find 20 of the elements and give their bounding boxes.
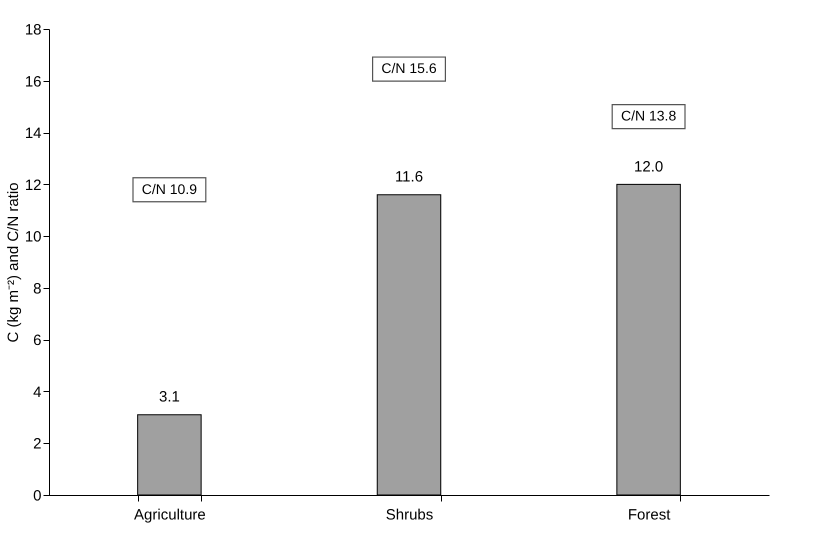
data-label: 12.0	[634, 158, 664, 176]
y-tick-label: 2	[33, 436, 42, 453]
x-tick-label: Shrubs	[386, 506, 434, 524]
y-axis-title: C (kg m⁻²) and C/N ratio	[4, 182, 22, 343]
y-tick-label: 10	[24, 228, 42, 246]
y-tick-label: 4	[33, 384, 42, 401]
y-tick-label: 6	[33, 332, 42, 350]
y-tick-label: 0	[33, 488, 42, 504]
y-tick-label: 8	[33, 280, 42, 298]
y-tick-label: 18	[24, 22, 42, 38]
data-label: 3.1	[158, 388, 180, 406]
x-tick-label: Agriculture	[134, 506, 206, 524]
annotation: C/N 15.6	[381, 60, 437, 76]
y-tick-label: 16	[24, 73, 42, 90]
annotation: C/N 10.9	[142, 180, 198, 197]
y-tick-label: 12	[24, 176, 42, 194]
y-tick-label: 14	[24, 125, 42, 142]
x-tick-label: Forest	[628, 506, 672, 524]
data-label: 11.6	[394, 168, 424, 186]
annotation: C/N 13.8	[620, 108, 676, 124]
